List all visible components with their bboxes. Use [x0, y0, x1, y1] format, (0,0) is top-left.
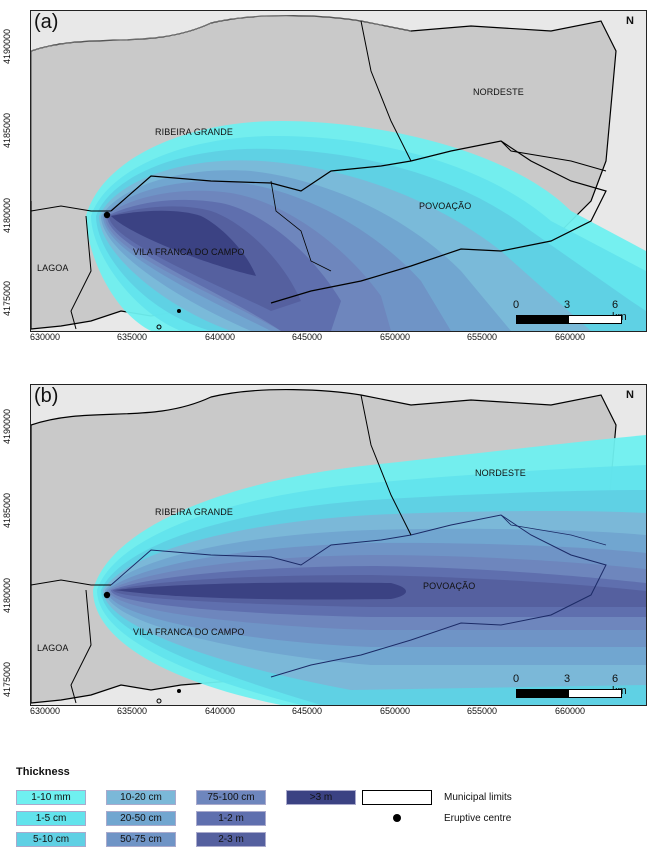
place-vila-franca-a: VILA FRANCA DO CAMPO	[133, 247, 245, 257]
legend-swatch	[196, 790, 266, 805]
scale-bar-b: 036 km	[513, 671, 627, 701]
ytick-a-4175000: 4175000	[2, 280, 12, 316]
legend-item-eruptive-centre: Eruptive centre	[362, 811, 562, 827]
map-panel-a: (a) NORDESTE RIBEIRA GRANDE POVOAÇÃO VIL…	[30, 10, 647, 332]
panel-a-label: (a)	[34, 11, 59, 33]
north-arrow-icon	[620, 403, 647, 706]
legend-swatch	[16, 832, 86, 847]
legend-swatch	[196, 832, 266, 847]
ytick-b-4190000: 4190000	[2, 408, 12, 444]
legend-item-municipal-limits: Municipal limits	[362, 790, 562, 806]
xtick-b-645000: 645000	[292, 706, 323, 716]
place-vila-franca-b: VILA FRANCA DO CAMPO	[133, 627, 245, 637]
map-a-canvas	[31, 11, 646, 331]
legend-swatch	[16, 811, 86, 826]
legend-swatch	[196, 811, 266, 826]
legend-swatch	[106, 832, 176, 847]
ytick-b-4180000: 4180000	[2, 577, 12, 613]
legend-swatch	[16, 790, 86, 805]
legend-item-gt3m: >3 m	[286, 790, 366, 806]
ytick-a-4185000: 4185000	[2, 112, 12, 148]
legend-swatch-municipal	[362, 790, 432, 805]
xtick-a-640000: 640000	[205, 332, 236, 342]
legend-swatch	[286, 790, 356, 805]
ash-plume-b	[93, 435, 646, 705]
legend-item-5-10cm: 5-10 cm	[16, 832, 96, 848]
legend-swatch	[106, 811, 176, 826]
map-b-canvas	[31, 385, 646, 705]
eruptive-centre-icon	[393, 814, 401, 822]
place-nordeste-a: NORDESTE	[473, 87, 524, 97]
legend-item-10-20cm: 10-20 cm	[106, 790, 186, 806]
xtick-b-655000: 655000	[467, 706, 498, 716]
place-nordeste-b: NORDESTE	[475, 468, 526, 478]
xtick-b-635000: 635000	[117, 706, 148, 716]
legend-swatch	[106, 790, 176, 805]
north-arrow-b: N	[620, 389, 640, 429]
place-ribeira-grande-b: RIBEIRA GRANDE	[155, 507, 233, 517]
xtick-b-650000: 650000	[380, 706, 411, 716]
scale-bar-a: 036 km	[513, 297, 627, 327]
xtick-b-660000: 660000	[555, 706, 586, 716]
xtick-a-650000: 650000	[380, 332, 411, 342]
xtick-a-645000: 645000	[292, 332, 323, 342]
xtick-b-630000: 630000	[30, 706, 61, 716]
north-arrow-a: N	[620, 15, 640, 55]
legend-title: Thickness	[16, 766, 70, 778]
legend-item-20-50cm: 20-50 cm	[106, 811, 186, 827]
place-povoacao-a: POVOAÇÃO	[419, 201, 472, 211]
legend-item-1-10mm: 1-10 mm	[16, 790, 96, 806]
legend-item-1-2m: 1-2 m	[196, 811, 276, 827]
xtick-a-630000: 630000	[30, 332, 61, 342]
ytick-a-4190000: 4190000	[2, 28, 12, 64]
legend-item-75-100cm: 75-100 cm	[196, 790, 276, 806]
legend-item-1-5cm: 1-5 cm	[16, 811, 96, 827]
legend-item-2-3m: 2-3 m	[196, 832, 276, 848]
ytick-b-4185000: 4185000	[2, 492, 12, 528]
north-arrow-icon	[620, 29, 647, 332]
map-panel-b: (b) NORDESTE RIBEIRA GRANDE POVOAÇÃO VIL…	[30, 384, 647, 706]
ytick-b-4175000: 4175000	[2, 661, 12, 697]
panel-b-label: (b)	[34, 385, 59, 407]
place-lagoa-a: LAGOA	[37, 263, 69, 273]
xtick-a-655000: 655000	[467, 332, 498, 342]
eruptive-centre-a	[103, 211, 111, 219]
legend-item-50-75cm: 50-75 cm	[106, 832, 186, 848]
xtick-a-635000: 635000	[117, 332, 148, 342]
xtick-b-640000: 640000	[205, 706, 236, 716]
xtick-a-660000: 660000	[555, 332, 586, 342]
eruptive-centre-b	[103, 591, 111, 599]
place-povoacao-b: POVOAÇÃO	[423, 581, 476, 591]
place-ribeira-grande-a: RIBEIRA GRANDE	[155, 127, 233, 137]
place-lagoa-b: LAGOA	[37, 643, 69, 653]
ash-plume-a	[86, 121, 646, 331]
ytick-a-4180000: 4180000	[2, 197, 12, 233]
